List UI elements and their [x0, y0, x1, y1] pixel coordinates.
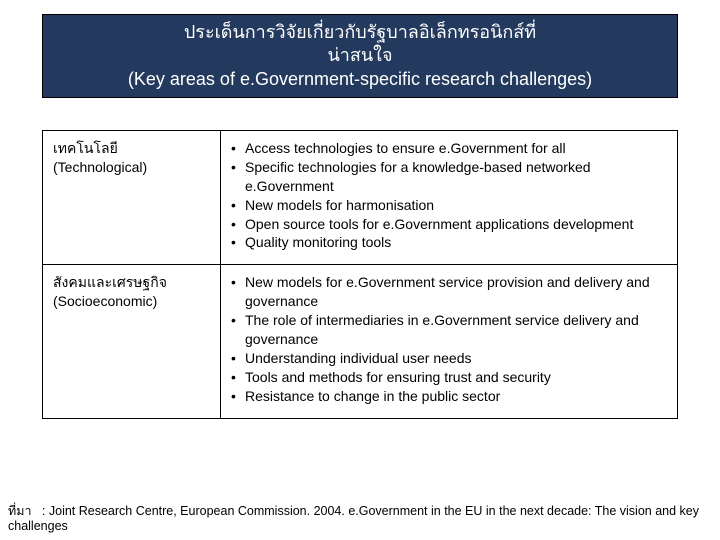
bullet-item: Resistance to change in the public secto… [231, 387, 667, 406]
source-text: : Joint Research Centre, European Commis… [8, 504, 699, 533]
bullet-item: Understanding individual user needs [231, 349, 667, 368]
title-line-3: (Key areas of e.Government-specific rese… [55, 68, 665, 91]
title-box: ประเด็นการวิจัยเกี่ยวกับรัฐบาลอิเล็กทรอน… [42, 14, 678, 98]
row-category: เทคโนโลยี (Technological) [43, 131, 221, 265]
bullet-item: The role of intermediaries in e.Governme… [231, 311, 667, 349]
row-bullets: Access technologies to ensure e.Governme… [221, 131, 678, 265]
title-line-2: น่าสนใจ [55, 44, 665, 67]
table-row: สังคมและเศรษฐกิจ (Socioeconomic) New mod… [43, 265, 678, 418]
bullet-item: Open source tools for e.Government appli… [231, 215, 667, 234]
bullet-item: Tools and methods for ensuring trust and… [231, 368, 667, 387]
bullet-item: New models for harmonisation [231, 196, 667, 215]
bullet-item: Specific technologies for a knowledge-ba… [231, 158, 667, 196]
source-label: ที่มา [8, 504, 32, 518]
bullet-item: Access technologies to ensure e.Governme… [231, 139, 667, 158]
bullet-item: Quality monitoring tools [231, 233, 667, 252]
title-line-1: ประเด็นการวิจัยเกี่ยวกับรัฐบาลอิเล็กทรอน… [55, 21, 665, 44]
category-en: (Technological) [53, 158, 210, 177]
category-en: (Socioeconomic) [53, 292, 210, 311]
category-th: สังคมและเศรษฐกิจ [53, 273, 210, 292]
content-table: เทคโนโลยี (Technological) Access technol… [42, 130, 678, 419]
bullet-item: New models for e.Government service prov… [231, 273, 667, 311]
category-th: เทคโนโลยี [53, 139, 210, 158]
row-bullets: New models for e.Government service prov… [221, 265, 678, 418]
row-category: สังคมและเศรษฐกิจ (Socioeconomic) [43, 265, 221, 418]
table-row: เทคโนโลยี (Technological) Access technol… [43, 131, 678, 265]
source-citation: ที่มา : Joint Research Centre, European … [8, 504, 712, 534]
